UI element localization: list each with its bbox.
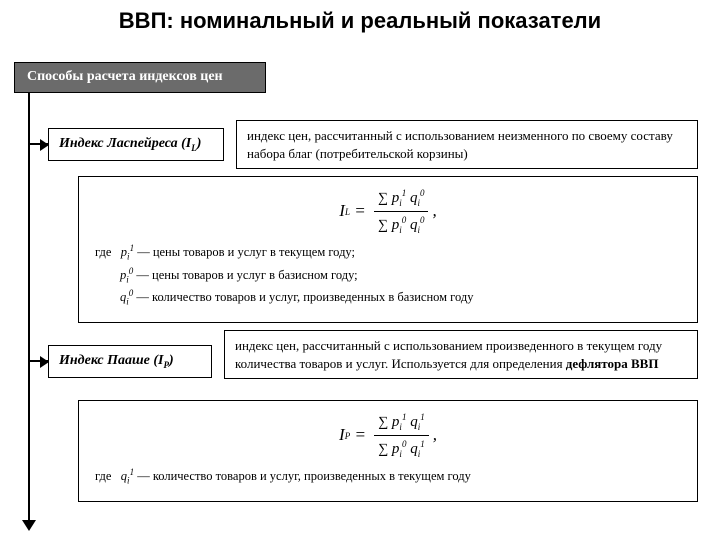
laspeyres-formula: IL = ∑ pi1 qi0 ∑ pi0 qi0 , — [95, 187, 681, 236]
paasche-label-box: Индекс Пааше (IP) — [48, 345, 212, 378]
connector-to-paasche — [29, 360, 48, 362]
paasche-label: Индекс Пааше (IP) — [59, 353, 174, 368]
paasche-definition-box: индекс цен, рассчитанный с использование… — [224, 330, 698, 379]
page-title: ВВП: номинальный и реальный показатели — [0, 0, 720, 44]
paasche-where: где qi1 — количество товаров и услуг, пр… — [95, 466, 681, 489]
paasche-definition: индекс цен, рассчитанный с использование… — [235, 338, 662, 371]
header-box: Способы расчета индексов цен — [14, 62, 266, 93]
laspeyres-label: Индекс Ласпейреса (IL) — [59, 136, 201, 151]
paasche-formula: IP = ∑ pi1 qi1 ∑ pi0 qi1 , — [95, 411, 681, 460]
paasche-formula-box: IP = ∑ pi1 qi1 ∑ pi0 qi1 , где qi1 — кол… — [78, 400, 698, 502]
laspeyres-label-box: Индекс Ласпейреса (IL) — [48, 128, 224, 161]
main-arrowhead-down — [22, 520, 36, 531]
connector-to-laspeyres — [29, 143, 48, 145]
laspeyres-definition: индекс цен, рассчитанный с использование… — [247, 128, 673, 161]
laspeyres-definition-box: индекс цен, рассчитанный с использование… — [236, 120, 698, 169]
header-text: Способы расчета индексов цен — [27, 69, 223, 84]
laspeyres-formula-box: IL = ∑ pi1 qi0 ∑ pi0 qi0 , где pi1 — цен… — [78, 176, 698, 323]
laspeyres-where: где pi1 — цены товаров и услуг в текущем… — [95, 242, 681, 310]
